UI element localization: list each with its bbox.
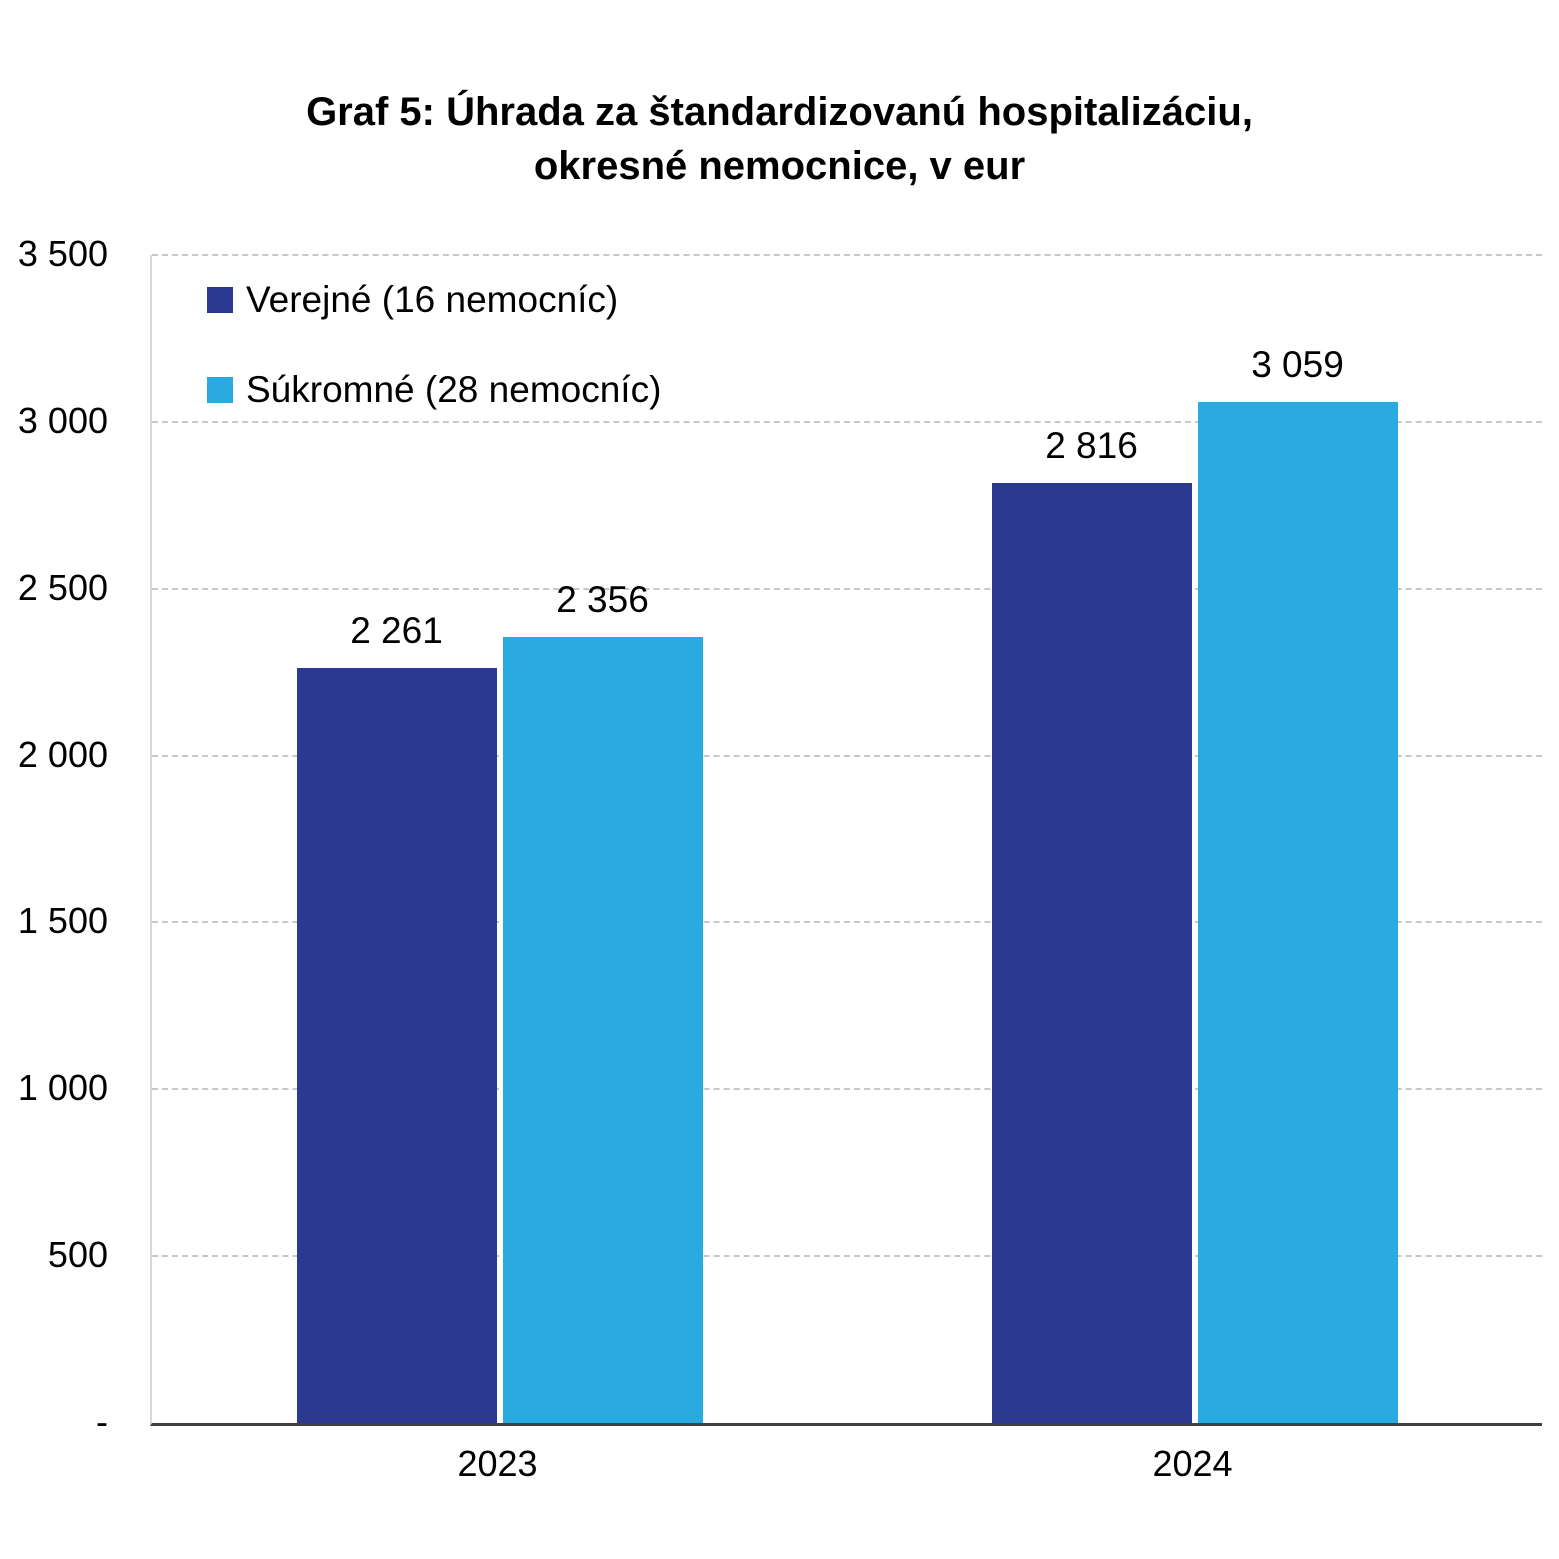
legend-marker-verejne-icon bbox=[207, 287, 233, 313]
legend-marker-sukromne-icon bbox=[207, 377, 233, 403]
bar-2024-series-1 bbox=[1197, 402, 1398, 1423]
y-axis-tick-label: 1 500 bbox=[17, 900, 108, 942]
legend-label-sukromne: Súkromné (28 nemocníc) bbox=[246, 369, 662, 410]
bar-value-label: 2 816 bbox=[1045, 425, 1138, 467]
y-axis-tick-label: 2 000 bbox=[17, 733, 108, 775]
legend-label-verejne: Verejné (16 nemocníc) bbox=[246, 279, 619, 320]
y-axis-tick-label: 1 000 bbox=[17, 1067, 108, 1109]
bar-value-label: 3 059 bbox=[1251, 344, 1344, 386]
bar-2023-series-0 bbox=[296, 668, 497, 1423]
gridline bbox=[152, 921, 1542, 924]
legend-item-verejne: Verejné (16 nemocníc) bbox=[207, 279, 661, 321]
y-axis-tick-label: - bbox=[96, 1401, 108, 1442]
gridline bbox=[152, 254, 1542, 256]
gridline bbox=[152, 1255, 1542, 1258]
y-axis-tick-label: 2 500 bbox=[17, 566, 108, 608]
y-axis-tick-label: 3 000 bbox=[17, 399, 108, 441]
legend-item-sukromne: Súkromné (28 nemocníc) bbox=[207, 369, 661, 411]
gridline bbox=[152, 587, 1542, 590]
legend: Verejné (16 nemocníc) Súkromné (28 nemoc… bbox=[207, 279, 661, 411]
bar-2024-series-0 bbox=[991, 483, 1192, 1423]
x-axis-tick-label: 2023 bbox=[457, 1443, 538, 1484]
chart-title: Graf 5: Úhrada za štandardizovanú hospit… bbox=[306, 90, 1253, 188]
bar-2023-series-1 bbox=[502, 636, 703, 1423]
y-axis-tick-label: 3 500 bbox=[17, 233, 108, 274]
gridline bbox=[152, 420, 1542, 423]
bar-value-label: 2 261 bbox=[350, 610, 443, 652]
gridline bbox=[152, 754, 1542, 757]
y-axis-tick-label: 500 bbox=[47, 1234, 108, 1276]
bar-value-label: 2 356 bbox=[556, 578, 649, 620]
plot-area: Verejné (16 nemocníc) Súkromné (28 nemoc… bbox=[150, 254, 1542, 1426]
gridline bbox=[152, 1088, 1542, 1091]
x-axis-tick-label: 2024 bbox=[1152, 1443, 1233, 1484]
